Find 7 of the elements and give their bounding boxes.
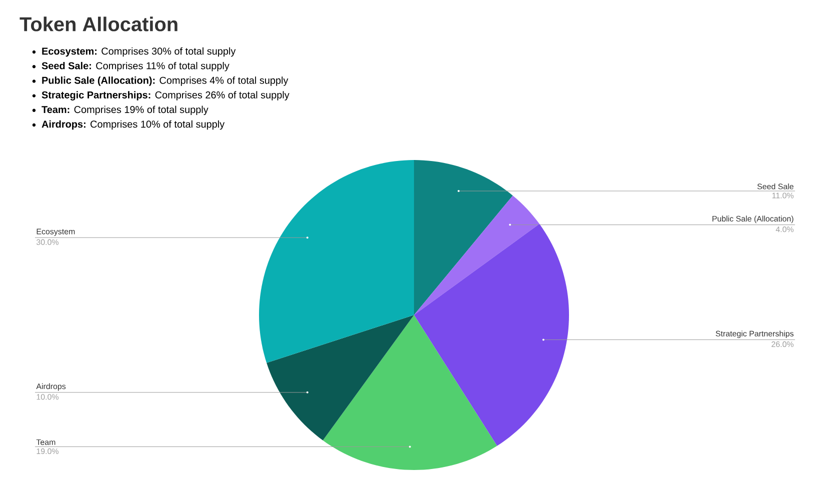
text: Ecosystem: Comprises 30% of total supply: [42, 47, 236, 57]
text: Strategic Partnerships: Comprises 26% of total supply: [42, 91, 290, 100]
text: Team: Comprises 19% of total supply: [42, 106, 208, 116]
text: Seed Sale: Comprises 11% of total supply: [42, 62, 230, 72]
text: Public Sale (Allocation): Comprises 4% of total supply: [42, 76, 288, 86]
chart-title: Token Allocation: [20, 16, 178, 32]
text: Airdrops: Comprises 10% of total supply: [42, 120, 225, 130]
